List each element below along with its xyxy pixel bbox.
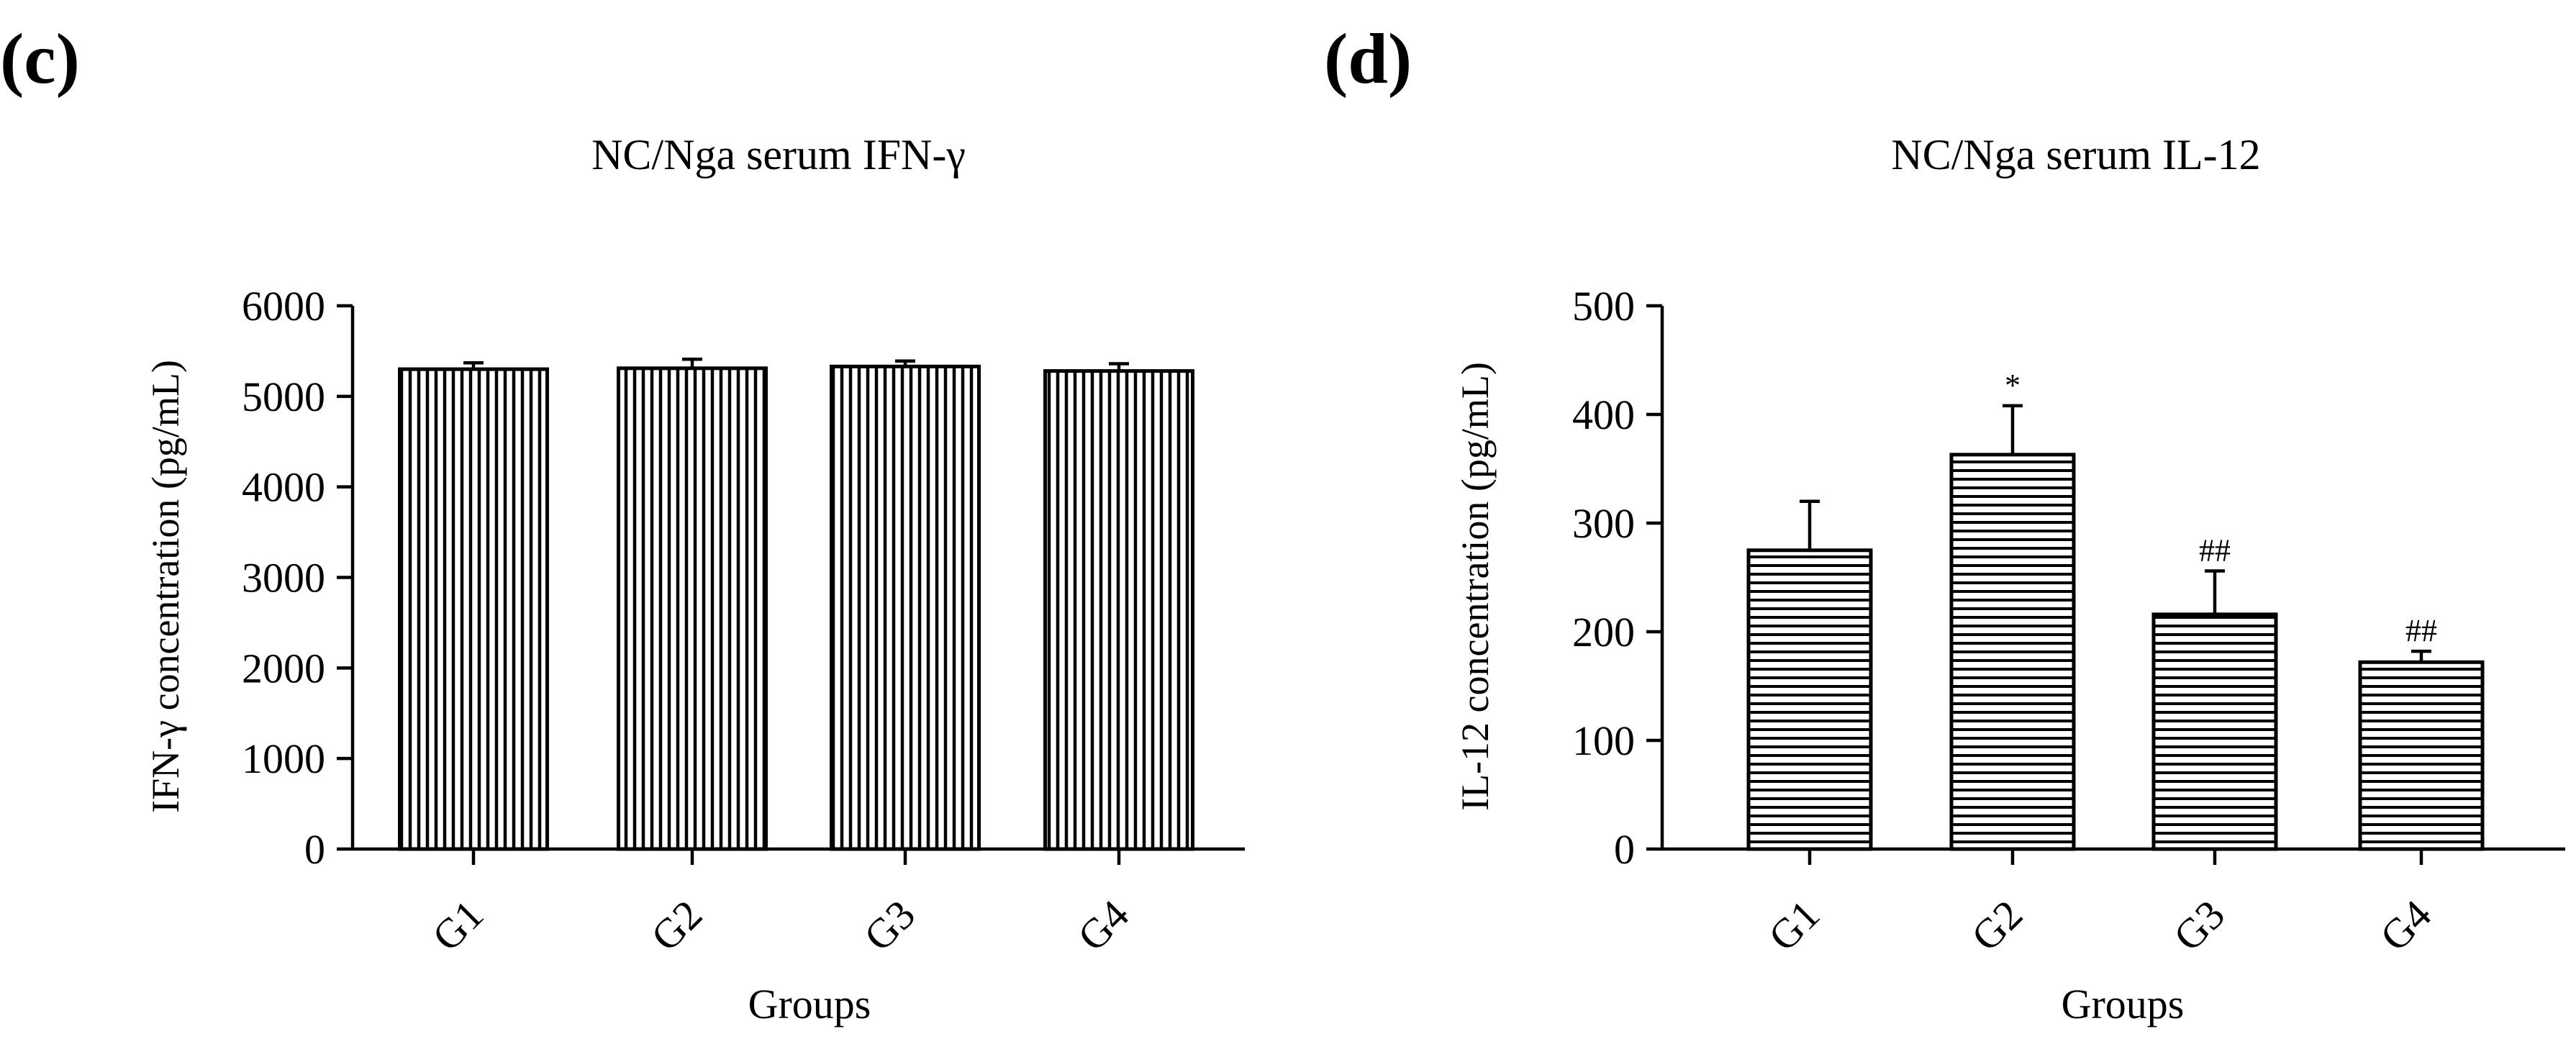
panel-d-label: (d) [1324,19,1412,99]
panel-c-x-tick-label: G1 [423,891,492,960]
panel-c-y-tick-label: 6000 [242,283,325,330]
panel-d-bar-g3 [2151,612,2278,851]
panel-c-y-tick-label: 3000 [242,555,325,602]
panel-c-y-tick-label: 1000 [242,735,325,782]
panel-d-bar-g2 [1949,453,2076,851]
panel-c-bar-g1 [398,367,549,851]
panel-d-title: NC/Nga serum IL-12 [1891,131,2260,178]
panel-c-label: (c) [0,19,80,99]
panel-c-ylabel: IFN-γ concentration (pg/mL) [144,360,187,813]
panel-c-xlabel: Groups [748,981,871,1027]
panel-c-x-tick-label: G4 [1069,891,1138,960]
panel-c-y-tick-label: 2000 [242,645,325,691]
panel-d-significance-mark: ## [2199,532,2231,568]
panel-d-ylabel: IL-12 concentration (pg/mL) [1453,362,1497,811]
panel-d-y-tick-label: 100 [1572,717,1635,764]
panel-c-bar-g2 [617,366,768,851]
panel-c-y-tick-label: 4000 [242,464,325,511]
panel-d-significance-mark: ## [2405,613,2437,648]
panel-c-y-tick-label: 5000 [242,373,325,420]
panel-d-axes: 0 100 200 300 400 500 G1 * G2 ## G3 ## G4 [1572,283,2565,960]
panel-c-x-tick-label: G2 [642,891,711,960]
panel-d-y-tick-label: 300 [1572,500,1635,547]
panel-c-title: NC/Nga serum IFN-γ [591,131,966,178]
panel-d-bar-g1 [1746,548,1873,851]
panel-d: (d) NC/Nga serum IL-12 IL-12 concentrati… [1324,19,2565,1027]
panel-d-x-tick-label: G1 [1759,891,1828,960]
panel-d-x-tick-label: G4 [2371,891,2440,960]
panel-c-bar-g3 [830,364,981,851]
panel-d-y-tick-label: 400 [1572,391,1635,438]
panel-d-x-tick-label: G2 [1962,891,2031,960]
panel-d-xlabel: Groups [2062,981,2185,1027]
panel-c-y-tick-label: 0 [304,826,325,873]
panel-c-axes: 0 1000 2000 3000 4000 5000 6000 G1 G2 G3 G4 [242,283,1245,960]
panel-d-y-tick-label: 500 [1572,283,1635,330]
panel-c: (c) NC/Nga serum IFN-γ IFN-γ concentrati… [0,19,1245,1027]
panel-c-x-tick-label: G3 [855,891,924,960]
panel-d-x-tick-label: G3 [2164,891,2233,960]
panel-d-significance-mark: * [2005,368,2021,403]
panel-d-y-tick-label: 200 [1572,609,1635,655]
panel-c-bar-g4 [1043,369,1194,851]
panel-d-bar-g4 [2358,660,2485,851]
panel-d-y-tick-label: 0 [1614,826,1635,873]
